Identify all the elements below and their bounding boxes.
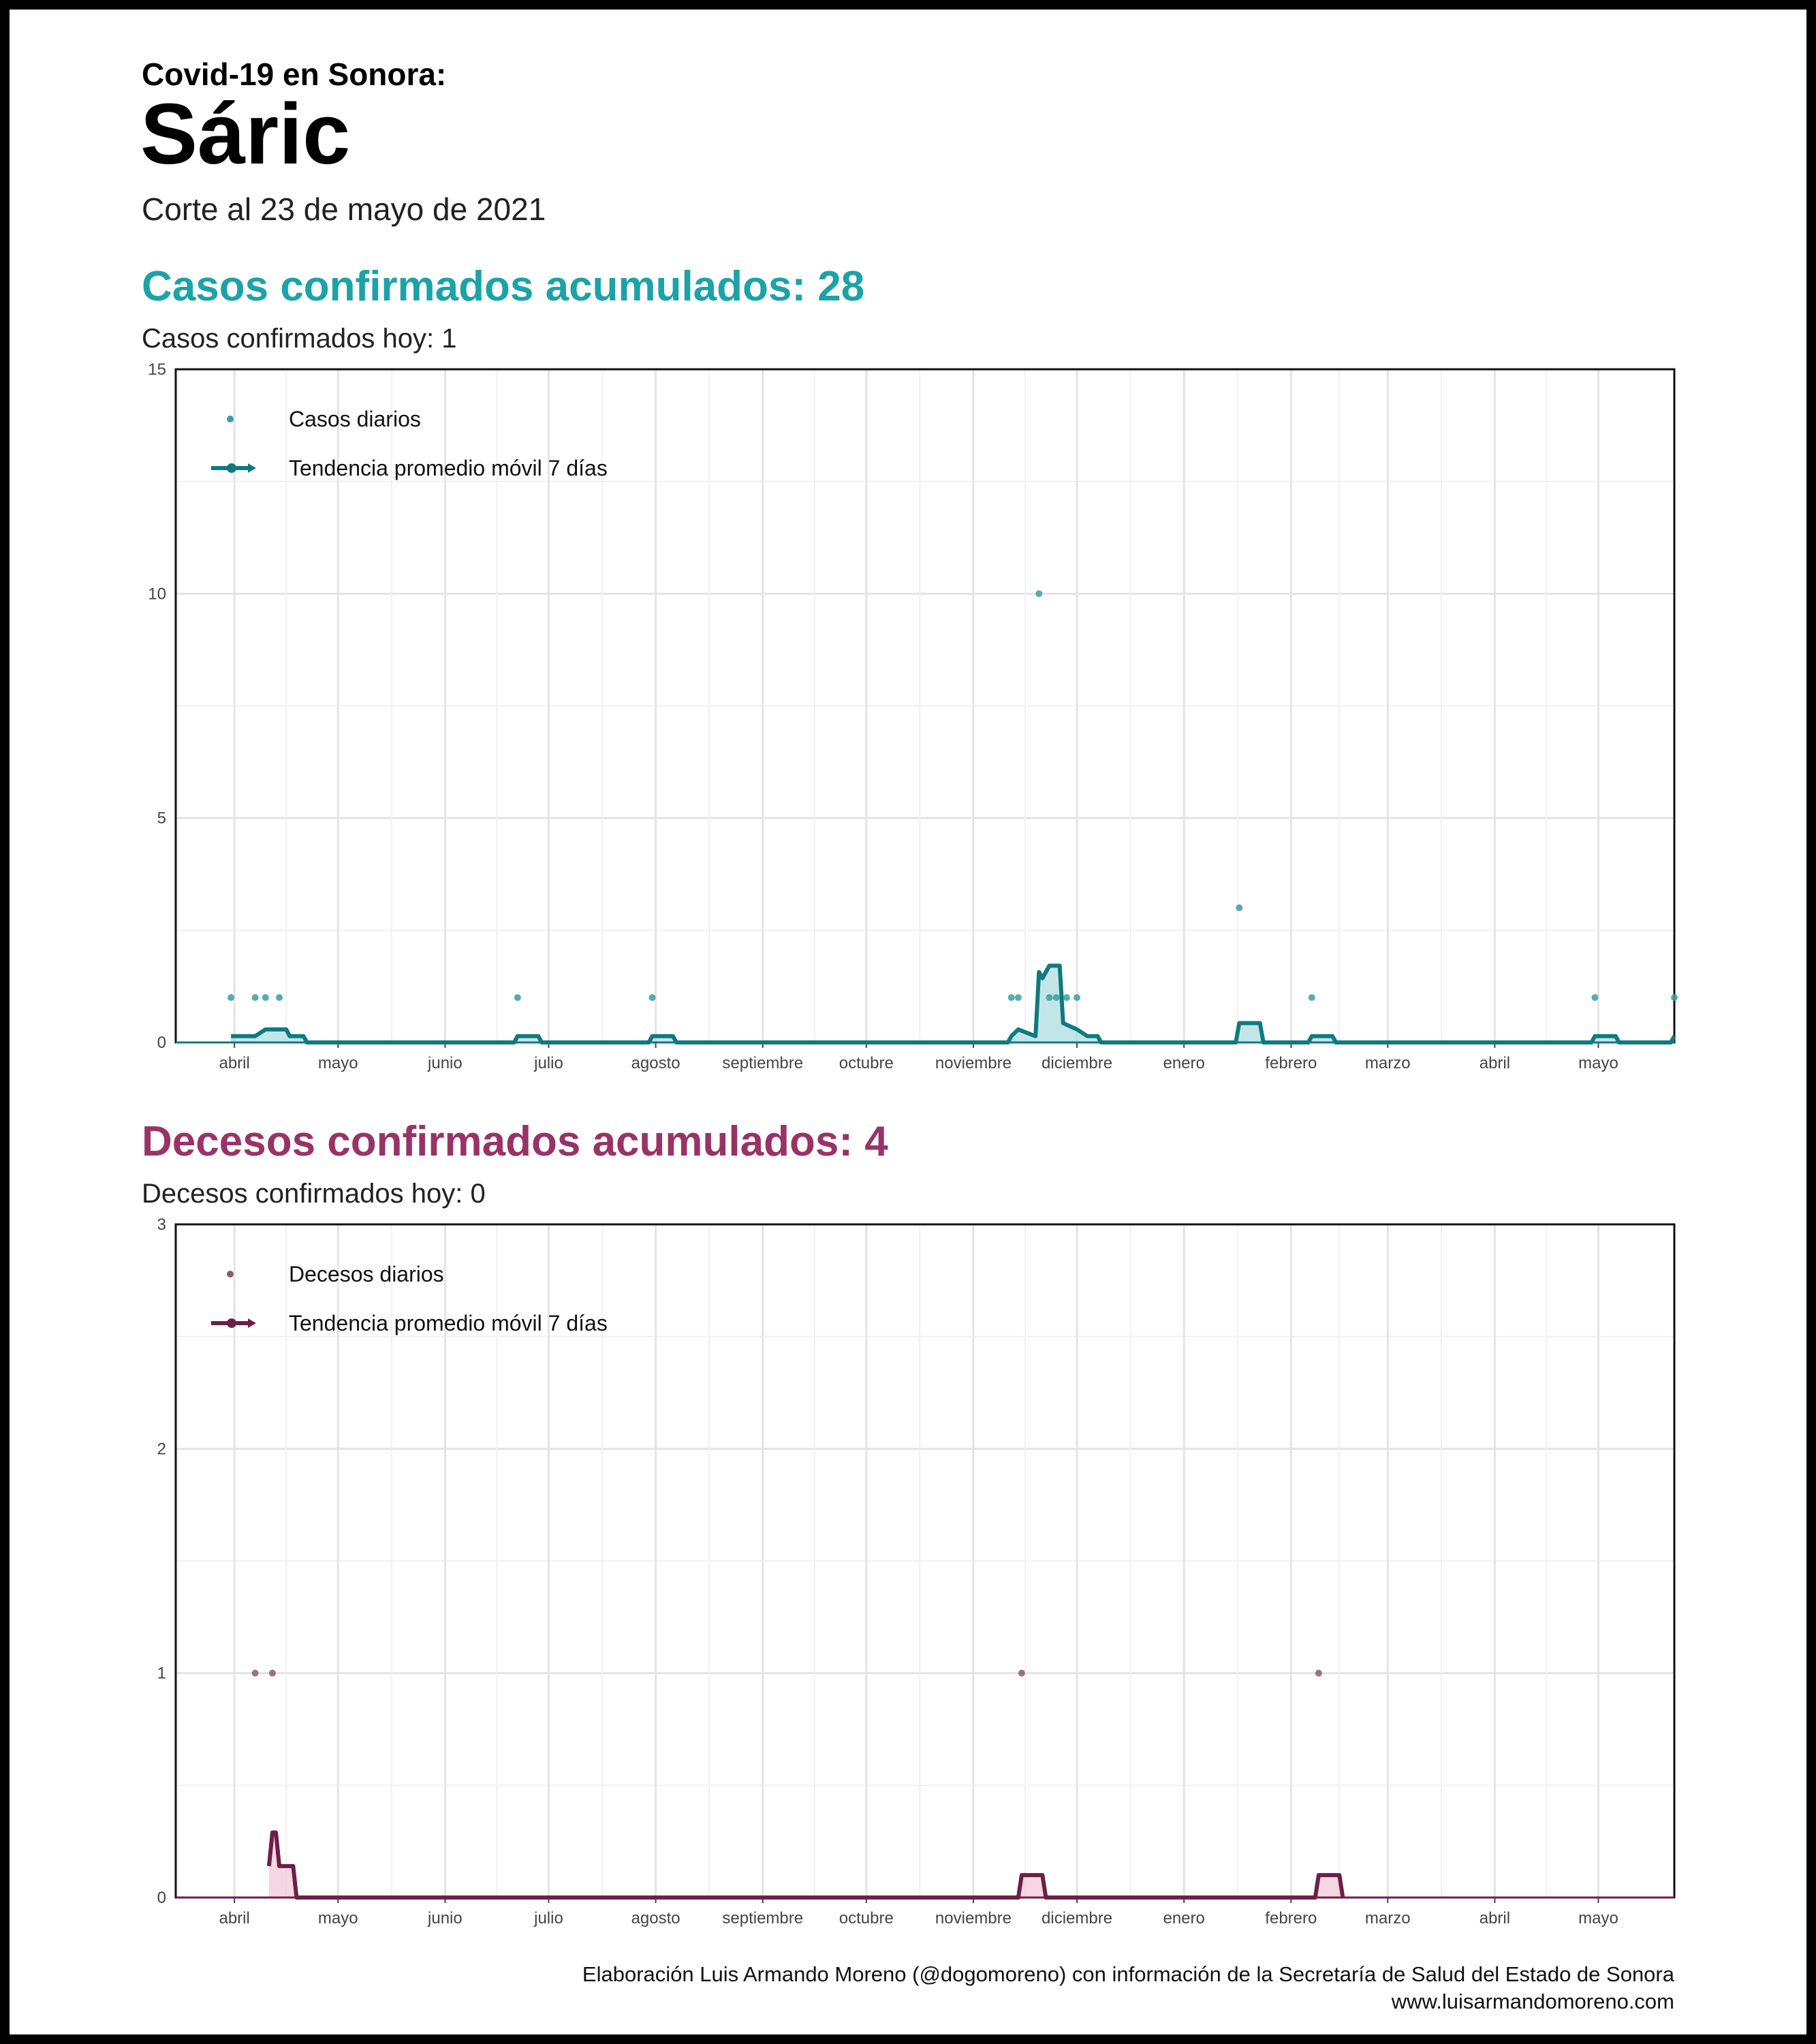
cases-chart-svg: 0 5 10 15 abril mayo junio julio agosto septiembr…	[148, 360, 1678, 1072]
x-tick-label: diciembre	[1042, 1054, 1112, 1072]
daily-point	[1046, 994, 1053, 1002]
website: www.luisarmandomoreno.com	[1391, 1989, 1674, 2013]
legend-points-label: Casos diarios	[289, 407, 421, 431]
daily-point	[276, 994, 283, 1002]
x-tick-label: octubre	[839, 1909, 894, 1927]
x-tick-label: diciembre	[1042, 1909, 1112, 1927]
legend-line-arrow	[248, 463, 256, 473]
x-tick-label: abril	[1480, 1909, 1510, 1927]
x-tick-label: febrero	[1265, 1054, 1317, 1072]
deaths-chart-svg: 0 1 2 3 abril mayo junio julio agosto septiembre o…	[157, 1215, 1676, 1927]
x-tick-label: octubre	[839, 1054, 894, 1072]
daily-point	[514, 994, 521, 1002]
cases-section-title: Casos confirmados acumulados: 28	[142, 263, 865, 310]
deaths-chart: 0 1 2 3 abril mayo junio julio agosto septiembre o…	[136, 1209, 1680, 1945]
x-tick-label: junio	[427, 1909, 463, 1927]
trend-area	[268, 1832, 1343, 1898]
legend-point-key	[227, 416, 234, 422]
x-tick-label: mayo	[1578, 1054, 1618, 1072]
daily-point	[1052, 994, 1060, 1002]
y-tick-label: 3	[157, 1215, 166, 1234]
daily-point	[1007, 994, 1015, 1002]
daily-point	[251, 994, 259, 1002]
legend-line-label: Tendencia promedio móvil 7 días	[289, 1311, 608, 1335]
trend-line	[266, 1830, 1345, 1900]
daily-point	[262, 994, 269, 1002]
x-tick-label: mayo	[1578, 1909, 1618, 1927]
y-tick-label: 0	[157, 1889, 166, 1907]
cases-section-subtitle: Casos confirmados hoy: 1	[142, 324, 457, 354]
legend-point-key	[227, 1271, 234, 1278]
cutoff-date: Corte al 23 de mayo de 2021	[142, 191, 546, 227]
x-tick-label: noviembre	[935, 1909, 1012, 1927]
x-tick-label: enero	[1163, 1909, 1204, 1927]
x-tick-label: noviembre	[935, 1054, 1012, 1072]
x-tick-label: abril	[1480, 1054, 1510, 1072]
y-tick-label: 15	[148, 360, 166, 379]
x-tick-label: enero	[1163, 1054, 1204, 1072]
daily-point	[1315, 1669, 1322, 1677]
legend: Decesos diarios Tendencia promedio móvil …	[211, 1262, 608, 1335]
legend-line-dot	[227, 1318, 236, 1328]
x-tick-label: septiembre	[722, 1909, 803, 1927]
legend-line-label: Tendencia promedio móvil 7 días	[289, 456, 608, 480]
x-tick-label: febrero	[1265, 1909, 1317, 1927]
legend-line-arrow	[248, 1318, 256, 1328]
daily-point	[1014, 994, 1022, 1002]
x-tick-label: agosto	[631, 1909, 680, 1927]
cases-chart: 0 5 10 15 abril mayo junio julio agosto septiembr…	[136, 354, 1680, 1090]
legend-points-label: Decesos diarios	[289, 1262, 444, 1286]
y-tick-label: 5	[157, 809, 166, 828]
credit-line: Elaboración Luis Armando Moreno (@dogomo…	[582, 1962, 1674, 1986]
place-title: Sáric	[140, 86, 351, 182]
daily-point	[1035, 590, 1043, 598]
x-tick-label: marzo	[1365, 1054, 1411, 1072]
daily-point	[1591, 994, 1599, 1002]
trend-line	[231, 963, 1676, 1044]
daily-point	[1308, 994, 1315, 1002]
x-tick-label: septiembre	[722, 1054, 803, 1072]
legend: Casos diarios Tendencia promedio móvil 7 …	[211, 407, 608, 480]
deaths-section-subtitle: Decesos confirmados hoy: 0	[142, 1179, 486, 1209]
x-tick-label: mayo	[318, 1909, 358, 1927]
daily-point	[251, 1669, 259, 1677]
legend-line-dot	[227, 463, 236, 473]
x-tick-label: abril	[219, 1909, 249, 1927]
kicker-title: Covid-19 en Sonora:	[142, 57, 447, 92]
y-tick-label: 10	[148, 585, 166, 603]
x-tick-label: julio	[533, 1909, 563, 1927]
x-tick-label: agosto	[631, 1054, 680, 1072]
daily-point	[1671, 994, 1678, 1002]
y-tick-label: 2	[157, 1440, 166, 1458]
daily-point	[1018, 1669, 1025, 1677]
daily-point	[1063, 994, 1070, 1002]
daily-point	[1074, 994, 1081, 1002]
daily-point	[648, 994, 656, 1002]
y-tick-label: 0	[157, 1034, 166, 1052]
daily-point	[268, 1669, 276, 1677]
x-tick-label: marzo	[1365, 1909, 1411, 1927]
x-tick-label: junio	[427, 1054, 463, 1072]
trend-area	[231, 965, 1675, 1042]
x-tick-label: abril	[219, 1054, 249, 1072]
daily-point	[1236, 904, 1243, 912]
x-tick-label: mayo	[318, 1054, 358, 1072]
daily-point	[228, 994, 235, 1002]
y-tick-label: 1	[157, 1664, 166, 1683]
x-tick-label: julio	[533, 1054, 563, 1072]
deaths-section-title: Decesos confirmados acumulados: 4	[142, 1118, 888, 1165]
